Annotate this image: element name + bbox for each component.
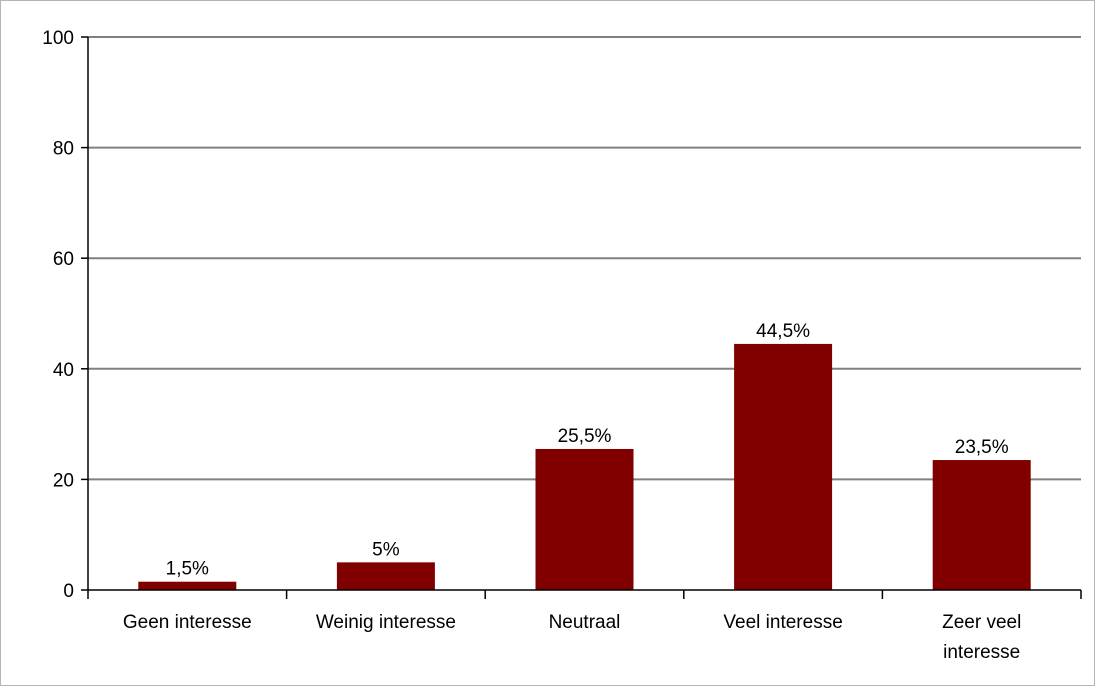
data-label: 23,5% (955, 437, 1009, 458)
x-category-label: interesse (943, 642, 1020, 663)
y-tick-label: 40 (53, 360, 74, 381)
axes (81, 36, 1082, 599)
bar (932, 460, 1031, 590)
y-tick-label: 60 (53, 249, 74, 270)
y-tick-label: 80 (53, 139, 74, 160)
x-category-label: Veel interesse (723, 612, 842, 633)
labels: 0 20 40 60 80 100 1,5% Geen interesse 5% Weinig i… (42, 28, 1021, 663)
gridlines (88, 36, 1081, 481)
x-category-label: Zeer veel (942, 612, 1021, 633)
bar (138, 581, 237, 590)
bar (734, 343, 833, 590)
data-label: 5% (372, 539, 400, 560)
x-category-label: Weinig interesse (316, 612, 456, 633)
y-tick-label: 0 (63, 581, 74, 602)
data-label: 25,5% (558, 426, 612, 447)
bar (535, 448, 634, 590)
data-label: 44,5% (756, 321, 810, 342)
y-tick-label: 100 (42, 28, 74, 49)
bars (138, 343, 1031, 590)
bar (336, 562, 435, 590)
data-label: 1,5% (166, 559, 209, 580)
x-category-label: Neutraal (549, 612, 621, 633)
x-category-label: Geen interesse (123, 612, 252, 633)
y-tick-label: 20 (53, 470, 74, 491)
